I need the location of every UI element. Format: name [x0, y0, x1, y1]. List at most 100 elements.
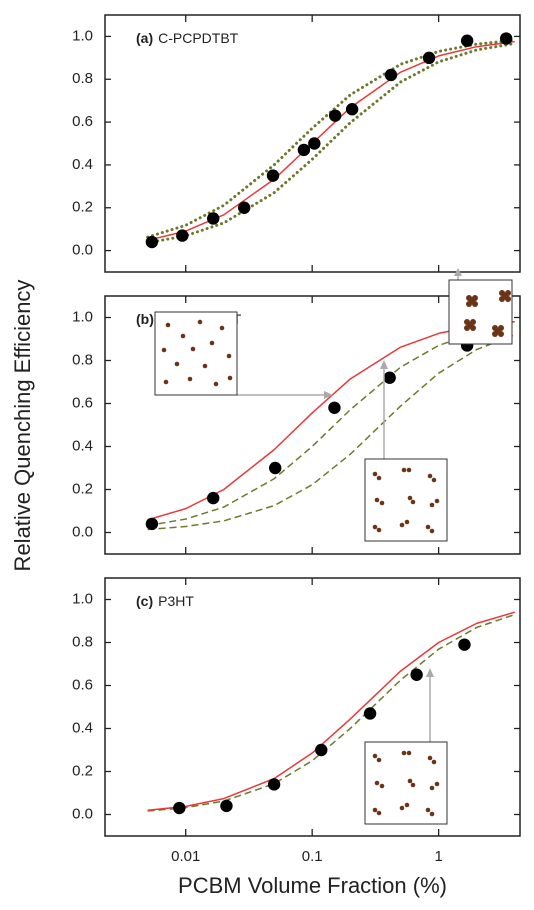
particle	[434, 781, 440, 787]
particle	[197, 319, 203, 325]
cluster	[492, 325, 504, 337]
particle	[406, 467, 412, 473]
particle	[429, 528, 435, 534]
particle	[406, 750, 412, 756]
data-point	[422, 51, 436, 65]
data-point	[207, 491, 220, 505]
particle	[425, 807, 431, 813]
y-tick-label: 0.8	[72, 351, 93, 368]
inset-pairs	[364, 360, 448, 542]
curve	[147, 611, 515, 812]
data-point	[315, 743, 328, 757]
particle	[227, 375, 233, 381]
particle	[376, 810, 382, 816]
y-tick-label: 0.6	[72, 113, 93, 130]
arrow-head	[454, 268, 462, 276]
data-point	[308, 137, 321, 150]
particle	[431, 759, 437, 765]
panel-name: C-PCPDTBT	[158, 30, 239, 46]
particle	[429, 811, 435, 817]
panel: 0.0 0.2 0.4 0.6 0.8 1.0 0.01 0.1 1 (c) P3HT PCBM Vo…	[72, 577, 521, 898]
particle	[407, 778, 413, 784]
panel-label: (c) P3HT	[136, 593, 194, 609]
cluster	[464, 319, 476, 331]
particle	[374, 780, 380, 786]
arrow-head	[324, 391, 333, 399]
panel-name: P3HT	[158, 593, 194, 609]
particle	[379, 783, 385, 789]
particle	[376, 527, 382, 533]
data-point	[410, 668, 423, 681]
particle	[376, 475, 382, 481]
y-tick-label: 1.0	[72, 308, 93, 325]
particle	[372, 471, 378, 477]
particle	[410, 782, 416, 788]
plot-frame	[104, 577, 521, 837]
particle	[180, 333, 186, 339]
particle	[427, 755, 433, 761]
curve	[146, 41, 517, 245]
data-point	[383, 371, 396, 384]
particle	[209, 340, 215, 346]
particle	[213, 381, 219, 387]
data-point	[268, 461, 282, 475]
particle	[431, 477, 437, 483]
y-tick-label: 0.0	[72, 523, 93, 540]
x-tick-label: 0.01	[171, 848, 200, 865]
particle	[226, 353, 232, 359]
inset-dispersed	[154, 311, 333, 399]
y-tick-label: 0.6	[72, 676, 93, 693]
particle	[161, 347, 167, 353]
particle	[219, 325, 225, 331]
data-point	[328, 401, 341, 414]
arrow-head	[380, 360, 388, 369]
y-tick-label: 0.0	[72, 242, 93, 259]
particle	[372, 807, 378, 813]
particle	[407, 495, 413, 501]
panel-tag: (c)	[136, 593, 153, 609]
panel: 0.0 0.2 0.4 0.6 0.8 1.0 (a) C-PCPDTBT	[72, 14, 521, 273]
data-point	[499, 32, 513, 45]
data-point	[458, 638, 471, 651]
y-tick-label: 0.4	[72, 437, 93, 454]
particle	[376, 757, 382, 763]
data-point	[384, 68, 398, 82]
particle	[401, 467, 407, 473]
y-tick-label: 0.6	[72, 394, 93, 411]
y-tick-label: 0.2	[72, 199, 93, 216]
data-point	[345, 103, 359, 116]
data-point	[266, 169, 280, 182]
cluster	[499, 290, 511, 302]
particle	[399, 522, 405, 528]
particle	[401, 750, 407, 756]
particle	[434, 498, 440, 504]
curve	[146, 38, 517, 239]
x-tick-label: 1	[434, 848, 442, 865]
y-tick-label: 0.4	[72, 719, 93, 736]
particle	[202, 363, 208, 369]
particle	[374, 497, 380, 503]
data-point	[297, 143, 311, 157]
data-point	[176, 229, 189, 242]
data-point	[207, 212, 220, 225]
inset-clusters	[448, 268, 513, 345]
particle	[425, 524, 431, 530]
curve	[147, 334, 516, 531]
particle	[404, 802, 410, 808]
y-axis-title: Relative Quenching Efficiency	[10, 280, 35, 572]
insets	[154, 268, 513, 825]
y-tick-label: 0.0	[72, 805, 93, 822]
curve	[147, 40, 515, 242]
particle	[190, 346, 196, 352]
data-point	[220, 799, 233, 813]
particle	[174, 361, 180, 367]
particle	[372, 753, 378, 759]
data-point	[460, 34, 474, 47]
y-tick-label: 0.2	[72, 762, 93, 779]
inset-pairs-c	[364, 668, 448, 825]
particle	[399, 805, 405, 811]
y-tick-label: 0.2	[72, 480, 93, 497]
panel: 0.00.20.40.60.81.0(b)Si-PCPDTBTRelative …	[10, 280, 521, 572]
